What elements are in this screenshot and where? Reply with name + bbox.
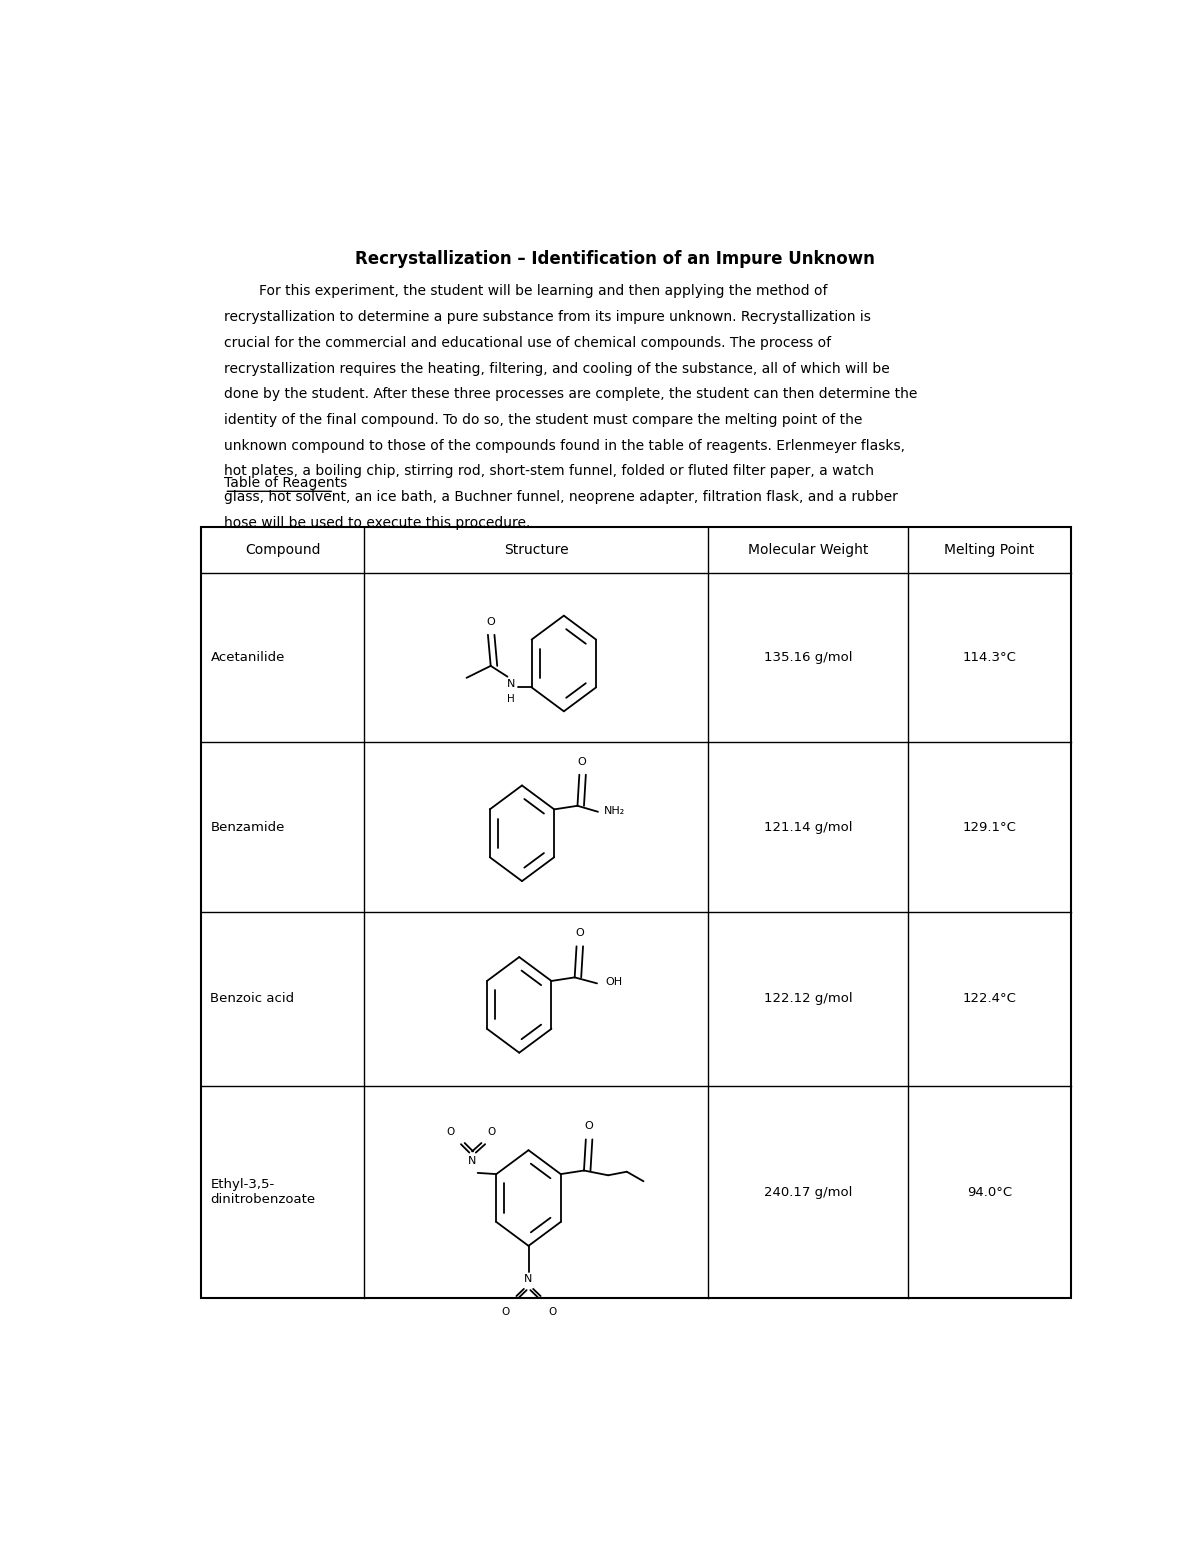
Text: O: O [548, 1306, 557, 1317]
Text: Benzamide: Benzamide [210, 822, 284, 834]
Text: unknown compound to those of the compounds found in the table of reagents. Erlen: unknown compound to those of the compoun… [224, 438, 906, 452]
Text: O: O [446, 1127, 455, 1137]
Text: NH₂: NH₂ [604, 806, 625, 815]
Text: O: O [486, 617, 496, 626]
Text: Recrystallization – Identification of an Impure Unknown: Recrystallization – Identification of an… [355, 250, 875, 267]
Text: Compound: Compound [245, 544, 320, 558]
Text: hot plates, a boiling chip, stirring rod, short-stem funnel, folded or fluted fi: hot plates, a boiling chip, stirring rod… [224, 464, 875, 478]
Text: N: N [468, 1155, 476, 1166]
Text: O: O [584, 1121, 593, 1131]
Text: 240.17 g/mol: 240.17 g/mol [763, 1185, 852, 1199]
Text: Melting Point: Melting Point [944, 544, 1034, 558]
Text: Ethyl-3,5-
dinitrobenzoate: Ethyl-3,5- dinitrobenzoate [210, 1179, 316, 1207]
Text: O: O [487, 1127, 496, 1137]
Text: OH: OH [605, 977, 623, 988]
Text: recrystallization requires the heating, filtering, and cooling of the substance,: recrystallization requires the heating, … [224, 362, 890, 376]
Text: 114.3°C: 114.3°C [962, 651, 1016, 665]
Text: N: N [506, 679, 515, 690]
Text: crucial for the commercial and educational use of chemical compounds. The proces: crucial for the commercial and education… [224, 335, 832, 349]
Text: Benzoic acid: Benzoic acid [210, 992, 294, 1005]
Text: For this experiment, the student will be learning and then applying the method o: For this experiment, the student will be… [224, 284, 828, 298]
Text: 129.1°C: 129.1°C [962, 822, 1016, 834]
Text: 135.16 g/mol: 135.16 g/mol [763, 651, 852, 665]
Text: O: O [577, 756, 587, 767]
Text: glass, hot solvent, an ice bath, a Buchner funnel, neoprene adapter, filtration : glass, hot solvent, an ice bath, a Buchn… [224, 491, 899, 505]
Text: identity of the final compound. To do so, the student must compare the melting p: identity of the final compound. To do so… [224, 413, 863, 427]
Text: Structure: Structure [504, 544, 569, 558]
Text: hose will be used to execute this procedure.: hose will be used to execute this proced… [224, 516, 530, 530]
Text: 122.4°C: 122.4°C [962, 992, 1016, 1005]
Text: O: O [502, 1306, 509, 1317]
Text: 122.12 g/mol: 122.12 g/mol [763, 992, 852, 1005]
Text: done by the student. After these three processes are complete, the student can t: done by the student. After these three p… [224, 387, 918, 401]
Text: 94.0°C: 94.0°C [967, 1185, 1012, 1199]
Text: O: O [575, 929, 583, 938]
Text: H: H [508, 694, 515, 705]
Text: Table of Reagents: Table of Reagents [224, 475, 348, 489]
Text: Acetanilide: Acetanilide [210, 651, 284, 665]
Text: 121.14 g/mol: 121.14 g/mol [763, 822, 852, 834]
Text: recrystallization to determine a pure substance from its impure unknown. Recryst: recrystallization to determine a pure su… [224, 311, 871, 325]
Text: N: N [524, 1275, 533, 1284]
Bar [202, 526, 1070, 1298]
Text: Molecular Weight: Molecular Weight [748, 544, 868, 558]
